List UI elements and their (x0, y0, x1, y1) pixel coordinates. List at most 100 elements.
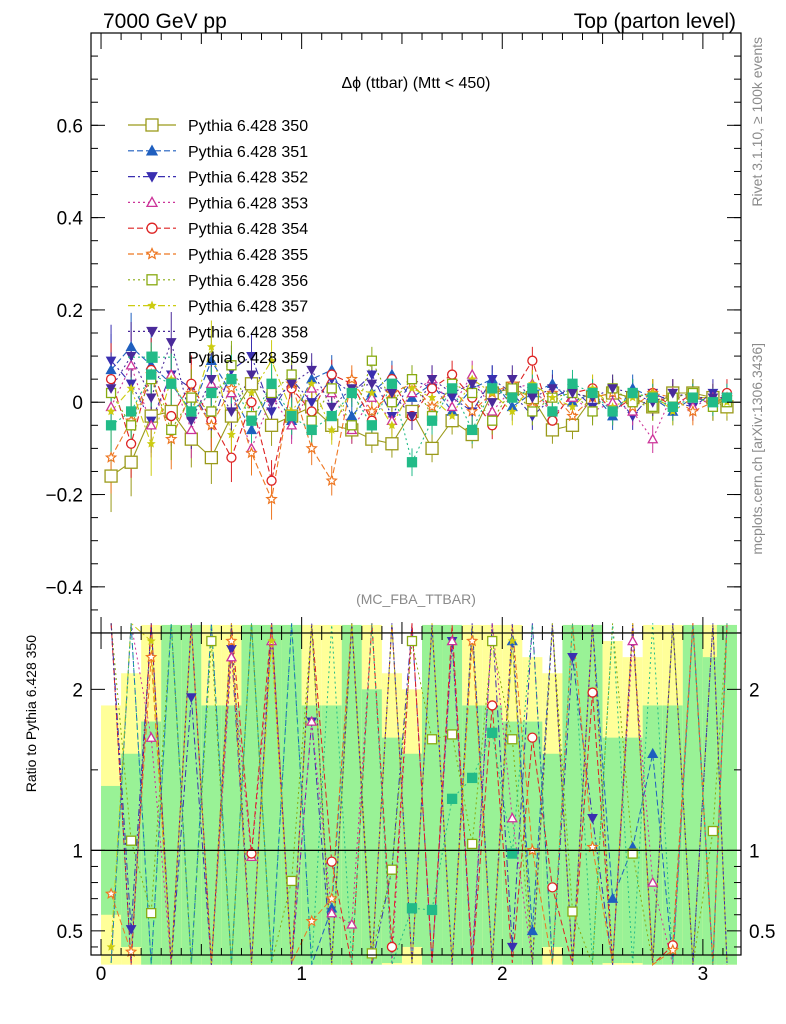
data-point (245, 446, 258, 459)
ratio-point (125, 925, 137, 935)
data-point (427, 392, 437, 402)
ratio-point (507, 734, 518, 745)
y-tick-label: −0.2 (45, 486, 83, 507)
ratio-point (647, 876, 659, 887)
data-point (366, 391, 378, 402)
ratio-point (647, 747, 659, 758)
data-point (145, 419, 157, 430)
data-point (125, 351, 137, 362)
data-point (306, 365, 318, 376)
data-point (507, 406, 517, 416)
data-point (346, 387, 357, 399)
data-point (527, 383, 538, 394)
ratio-y-tick-label-right: 1 (749, 841, 760, 862)
data-point (687, 392, 699, 403)
main-y-axis: −0.4 −0.2 0 0.2 0.4 0.6 (45, 32, 741, 634)
data-point (345, 372, 359, 385)
ratio-point (526, 925, 538, 936)
legend-marker (146, 351, 158, 363)
data-point (326, 369, 337, 380)
legend-label: Pythia 6.428 351 (188, 144, 308, 161)
data-point (306, 424, 317, 436)
legend-entry: Pythia 6.428 358 (128, 324, 308, 341)
data-point (206, 406, 217, 417)
x-tick-label: 3 (698, 964, 709, 985)
inner-band (281, 624, 302, 965)
data-point (486, 405, 498, 416)
data-point (506, 375, 518, 385)
inner-band (361, 689, 382, 965)
data-point (266, 407, 277, 417)
ratio-plot-border (90, 632, 742, 956)
data-point (286, 369, 297, 380)
data-point (487, 415, 498, 426)
series-line-351 (110, 346, 728, 432)
data-point (125, 341, 137, 352)
legend: Pythia 6.428 350 Pythia 6.428 351 Pythia 6… (128, 118, 308, 367)
inner-band (341, 624, 362, 965)
data-point (565, 418, 580, 432)
ratio-point (185, 693, 197, 703)
legend-entry: Pythia 6.428 354 (128, 221, 308, 238)
ratio-point (145, 650, 158, 663)
data-point (204, 450, 219, 465)
x-tick-label: 1 (296, 964, 307, 985)
ratio-y-tick-label-right: 0.5 (749, 922, 775, 943)
legend-marker (145, 246, 159, 260)
data-point (465, 404, 479, 417)
data-point (226, 429, 236, 439)
data-point (567, 388, 578, 399)
data-point (267, 355, 277, 365)
data-point (105, 384, 117, 394)
inner-band (201, 705, 222, 965)
data-point (326, 402, 338, 413)
data-point (568, 402, 578, 411)
data-point (425, 400, 439, 413)
ratio-y-tick-label: 2 (72, 680, 83, 701)
legend-marker (145, 196, 159, 208)
y-tick-label: 0 (72, 393, 83, 414)
data-point (507, 383, 518, 394)
ratio-point (386, 864, 398, 875)
inner-band (682, 624, 703, 965)
ratio-point (146, 636, 156, 645)
ratio-point (446, 635, 458, 646)
data-point (366, 370, 378, 381)
legend-entry: Pythia 6.428 350 (128, 118, 308, 135)
data-point (226, 407, 237, 417)
inner-band (261, 624, 282, 965)
ratio-point (146, 907, 157, 919)
data-point (266, 398, 277, 408)
data-point (587, 387, 598, 399)
inner-band (502, 721, 523, 965)
ratio-point (225, 634, 238, 647)
data-point (406, 387, 418, 398)
data-point (407, 383, 417, 393)
data-point (305, 441, 318, 454)
ratio-point (527, 732, 538, 743)
data-point (146, 438, 156, 448)
data-point (607, 384, 618, 394)
data-point (346, 420, 357, 431)
ratio-point (306, 715, 318, 726)
legend-label: Pythia 6.428 359 (188, 350, 308, 367)
inner-band (301, 705, 322, 965)
ratio-series-lines (110, 622, 728, 966)
legend-marker (146, 274, 158, 286)
data-point (446, 401, 458, 412)
data-point (446, 383, 458, 394)
ratio-point (386, 941, 398, 953)
ratio-point (627, 635, 639, 646)
legend-marker (145, 144, 159, 156)
data-point (225, 381, 238, 394)
inner-band (662, 705, 683, 965)
ratio-point (666, 943, 679, 956)
legend-marker (146, 326, 158, 338)
data-point (447, 411, 457, 420)
data-point (607, 406, 618, 417)
data-point (164, 432, 178, 445)
data-point (306, 406, 317, 417)
data-point (205, 354, 217, 365)
ratio-point (567, 906, 578, 917)
ratio-point (627, 848, 638, 859)
